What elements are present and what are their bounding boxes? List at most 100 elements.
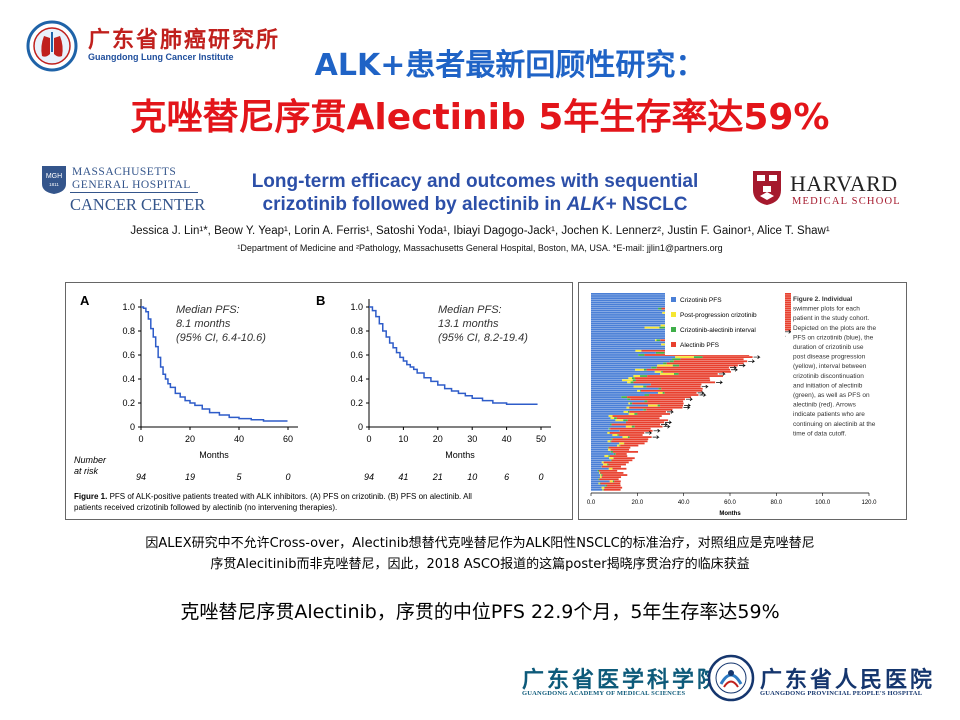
swimmer-segment (591, 404, 649, 407)
swimmer-segment (591, 324, 661, 327)
swimmer-segment (591, 429, 620, 432)
swimmer-segment (591, 467, 609, 470)
km-panel-b: B 0 0.2 0.4 0.6 0.8 1.0 0 10 20 30 40 50 Median PF… (316, 293, 551, 482)
explanation-caption-line1: 因ALEX研究中不允许Cross-over，Alectinib想替代克唑替尼作为… (145, 536, 815, 551)
institute-name: 广东省肺癌研究所 (88, 27, 281, 53)
swimmer-segment (600, 482, 621, 485)
swimmer-segment (591, 343, 662, 346)
swimmer-segment (627, 410, 630, 413)
swimmer-segment (591, 356, 676, 358)
figure1-panel: A 0 0.2 0.4 0.6 0.8 1.0 0 20 40 60 Median PFS: 8… (65, 282, 573, 520)
swimmer-segment (613, 453, 616, 455)
swimmer-segment (591, 362, 664, 365)
swimmer-segment (591, 442, 620, 445)
swimmer-segment (598, 482, 600, 485)
swimmer-segment (605, 484, 608, 487)
swimmer-segment (647, 400, 684, 403)
swimmer-segment (650, 383, 702, 386)
caption-line: continuing on alectinib at the (793, 421, 876, 428)
panel-b-km-curve (369, 306, 538, 405)
swimmer-segment (591, 379, 623, 382)
swimmer-segment (628, 377, 632, 380)
swimmer-segment (591, 469, 598, 472)
poster-title-part-c: + NSCLC (605, 194, 688, 215)
panel-a-median-line1: Median PFS: (176, 304, 240, 316)
swimmer-segment (591, 297, 727, 300)
continuing-arrow-icon (661, 422, 669, 427)
swimmer-segment (599, 472, 601, 474)
swimmer-segment (591, 434, 613, 436)
panel-b-x-label: Months (445, 450, 475, 460)
swimmer-segment (591, 482, 599, 485)
swimmer-segment (640, 389, 703, 392)
swimmer-segment (591, 453, 614, 455)
legend-label: Alectinib PFS (680, 342, 720, 349)
swimmer-segment (591, 330, 701, 333)
swimmer-segment (646, 408, 673, 411)
swimmer-segment (591, 448, 609, 451)
at-risk-count: 0 (285, 472, 290, 482)
swimmer-segment (608, 446, 631, 449)
swimmer-segment (600, 472, 624, 474)
x-tick-label: 120.0 (861, 500, 877, 506)
number-at-risk-label-line1: Number (74, 455, 107, 465)
swimmer-segment (611, 438, 613, 441)
swimmer-segment (658, 392, 663, 394)
figure2-caption: Figure 2. Individual swimmer plots for ea… (791, 291, 903, 439)
x-tick-label: 20 (185, 434, 195, 444)
swimmer-segment (607, 432, 610, 434)
y-tick-label: 0.8 (122, 326, 135, 336)
continuing-arrow-icon (731, 367, 739, 372)
figure1-km-plots: A 00.20.40.60.81.0 0 20 40 60 Median PFS: 8… (74, 293, 551, 512)
swimmer-segment (630, 398, 685, 401)
swimmer-segment (591, 345, 667, 348)
swimmer-segment (639, 389, 641, 392)
swimmer-segment (637, 389, 640, 392)
swimmer-segment (608, 415, 613, 417)
swimmer-segment (591, 364, 658, 367)
swimmer-segment (623, 410, 628, 413)
swimmer-segment (660, 404, 684, 407)
swimmer-segment (626, 406, 630, 409)
swimmer-segment (617, 444, 620, 447)
swimmer-segment (609, 423, 612, 426)
y-tick-label: 1.0 (350, 302, 363, 312)
swimmer-segment (591, 303, 721, 306)
swimmer-segment (591, 349, 636, 352)
swimmer-segment (591, 381, 628, 384)
swimmer-segment (601, 476, 622, 479)
swimmer-segment (608, 448, 611, 451)
x-tick-label: 0 (138, 434, 143, 444)
swimmer-legend: Crizotinib PFS Post-progression crizotini… (665, 293, 785, 355)
figure2-swimmer-plot: 0.0 20.0 40.0 60.0 80.0 100.0 120.0 Months Cri… (587, 291, 903, 517)
swimmer-segment (601, 486, 605, 489)
continuing-arrow-icon (666, 409, 674, 414)
swimmer-segment (609, 457, 614, 460)
swimmer-segment (591, 484, 606, 487)
swimmer-segment (654, 370, 662, 373)
swimmer-segment (620, 444, 639, 447)
legend-swatch (671, 327, 676, 332)
slide-title-line1: ALK+患者最新回顾性研究： (314, 48, 706, 83)
swimmer-segment (591, 375, 634, 377)
swimmer-segment (655, 339, 657, 342)
swimmer-segment (599, 476, 602, 479)
swimmer-segment (658, 307, 662, 310)
swimmer-segment (591, 446, 608, 449)
swimmer-segment (591, 417, 611, 420)
swimmer-segment (591, 351, 656, 354)
swimmer-segment (591, 423, 610, 426)
swimmer-segment (591, 318, 666, 321)
at-risk-count: 10 (467, 472, 477, 482)
swimmer-segment (644, 394, 650, 396)
swimmer-segment (643, 385, 647, 388)
swimmer-segment (599, 478, 619, 481)
swimmer-segment (591, 301, 669, 304)
swimmer-segment (621, 396, 628, 399)
swimmer-segment (591, 360, 670, 363)
swimmer-segment (617, 434, 619, 436)
y-tick-label: 0.6 (350, 350, 363, 360)
swimmer-segment (591, 488, 603, 491)
swimmer-segment (591, 339, 656, 342)
swimmer-segment (655, 351, 665, 354)
